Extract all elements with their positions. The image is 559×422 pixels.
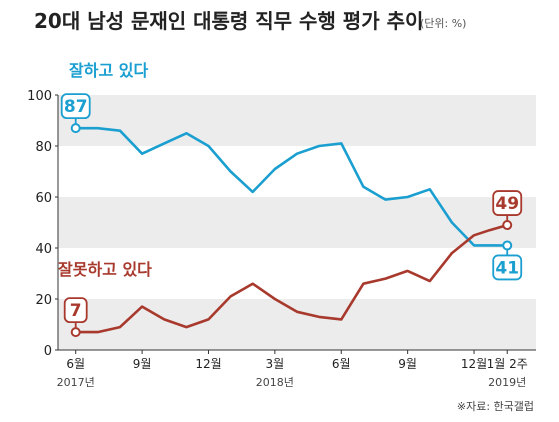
x-tick-label: 9월 xyxy=(398,357,417,371)
series-lines xyxy=(74,126,509,334)
chart-title: 20대 남성 문재인 대통령 직무 수행 평가 추이 xyxy=(34,9,423,33)
y-tick-label: 0 xyxy=(44,344,52,359)
y-tick-label: 80 xyxy=(35,140,52,155)
x-tick-label: 1월 2주 xyxy=(487,357,528,371)
y-tick-label: 40 xyxy=(35,242,52,257)
y-tick-label: 60 xyxy=(35,191,52,206)
grid-band-2 xyxy=(58,95,536,146)
x-tick-label: 6월 xyxy=(66,357,85,371)
callouts: 87 41 7 49 xyxy=(60,93,523,338)
data-label: 49 xyxy=(495,194,519,214)
x-tick-label: 6월 xyxy=(332,357,351,371)
data-label: 7 xyxy=(70,301,82,321)
x-tick-label: 9월 xyxy=(133,357,152,371)
callout-marker xyxy=(70,327,81,338)
data-label: 41 xyxy=(495,258,519,278)
y-tick-label: 100 xyxy=(27,89,52,104)
callout-marker xyxy=(70,123,81,134)
x-tick-label: 3월 xyxy=(266,357,285,371)
unit-label: (단위: %) xyxy=(420,17,466,30)
x-tick-label: 12월 xyxy=(195,357,221,371)
callout-marker xyxy=(502,240,513,251)
year-label: 2017년 xyxy=(57,376,95,389)
series-line-0 xyxy=(74,126,509,247)
callout-marker xyxy=(502,220,513,231)
data-label: 87 xyxy=(64,97,88,117)
year-label: 2019년 xyxy=(488,376,526,389)
source-note: ※자료: 한국갤럽 xyxy=(457,399,534,413)
year-label: 2018년 xyxy=(256,376,294,389)
grid-band-0 xyxy=(58,299,536,350)
grid-band-1 xyxy=(58,197,536,248)
grid-bands xyxy=(58,95,536,350)
series-label-disapprove: 잘못하고 있다 xyxy=(58,260,152,279)
series-label-approve: 잘하고 있다 xyxy=(69,61,148,80)
x-tick-label: 12월 xyxy=(461,357,487,371)
y-tick-label: 20 xyxy=(35,293,52,308)
series-line-1 xyxy=(74,223,509,334)
